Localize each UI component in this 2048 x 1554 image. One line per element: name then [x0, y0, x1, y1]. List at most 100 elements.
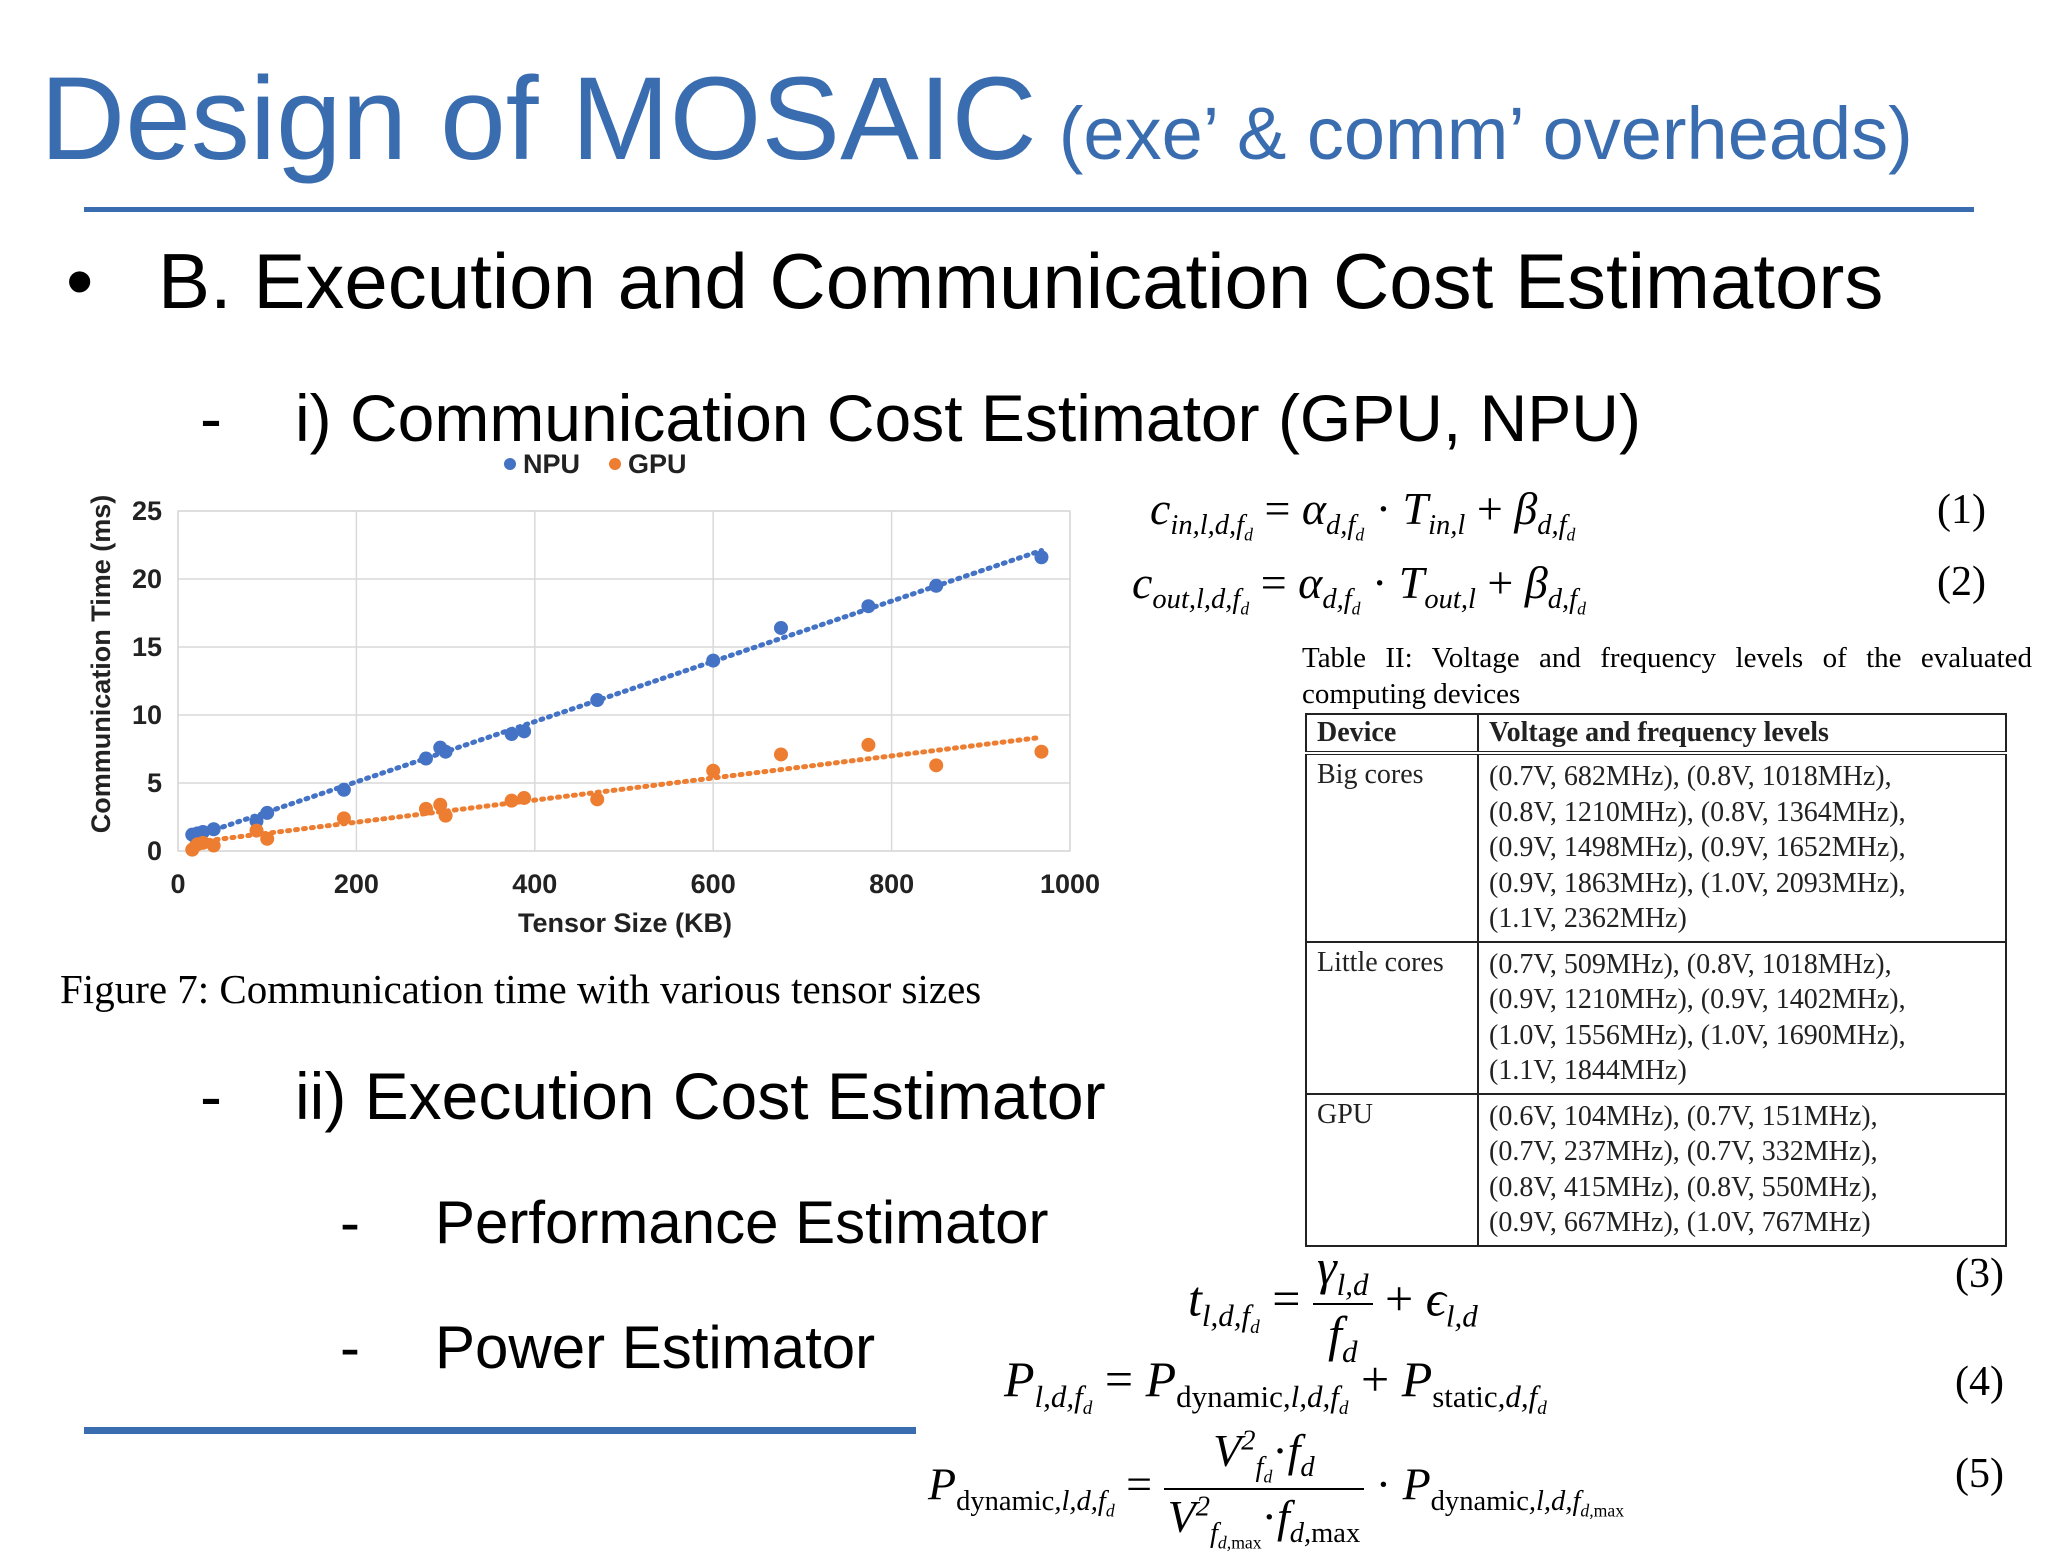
equation-1-number: (1): [1937, 487, 1986, 533]
chart-points: [185, 550, 1049, 857]
equation-4: Pl,d,fd = Pdynamic,l,d,fd + Pstatic,d,fd: [1004, 1351, 1547, 1420]
equation-3-number: (3): [1955, 1251, 2004, 1297]
y-tick-label: 10: [132, 700, 162, 730]
data-point-gpu: [336, 811, 351, 826]
figure-caption: Figure 7: Communication time with variou…: [60, 966, 982, 1012]
equation-4-number: (4): [1955, 1359, 2004, 1405]
level-line: (0.9V, 1863MHz), (1.0V, 2093MHz),: [1489, 867, 1906, 899]
voltage-frequency-table: Device Voltage and frequency levels Big …: [1305, 713, 2007, 1247]
level-line: (0.9V, 1210MHz), (0.9V, 1402MHz),: [1489, 984, 1906, 1015]
y-tick-label: 0: [147, 836, 162, 866]
table-cell-levels: (0.7V, 509MHz), (0.8V, 1018MHz), (0.9V, …: [1477, 940, 2007, 1095]
level-line: (1.0V, 1556MHz), (1.0V, 1690MHz),: [1489, 1019, 1906, 1051]
x-tick-label: 400: [512, 869, 557, 899]
level-line: (0.6V, 104MHz), (0.7V, 151MHz),: [1489, 1100, 1878, 1132]
dash-marker: -: [340, 1189, 360, 1256]
y-tick-label: 5: [147, 768, 162, 798]
subbullet-text: ii) Execution Cost Estimator: [295, 1059, 1106, 1133]
bottom-rule: [84, 1427, 916, 1434]
equation-1: cin,l,d,fd = αd,fd · Tin,l + βd,fd: [1150, 483, 1576, 545]
data-point-npu: [195, 824, 210, 839]
equation-5-number: (5): [1955, 1451, 2004, 1497]
chart-plot-frame: [177, 510, 1071, 852]
data-point-npu: [504, 727, 519, 742]
y-tick-label: 25: [132, 496, 162, 526]
data-point-gpu: [590, 792, 605, 807]
legend-label-npu: NPU: [523, 449, 580, 479]
chart-legend: NPU GPU: [504, 449, 687, 479]
dash-marker: -: [340, 1314, 360, 1381]
data-point-gpu: [1034, 744, 1049, 759]
legend-marker-gpu: [609, 458, 621, 470]
data-point-npu: [1034, 550, 1049, 565]
trendline-npu: [189, 547, 1044, 840]
slide-title-main: Design of MOSAIC: [40, 53, 1037, 185]
y-tick-label: 20: [132, 564, 162, 594]
legend-label-gpu: GPU: [628, 449, 687, 479]
subsubbullet-power: - Power Estimator: [340, 1313, 875, 1382]
data-point-npu: [336, 782, 351, 797]
level-line: (0.9V, 1498MHz), (0.9V, 1652MHz),: [1489, 832, 1906, 863]
dash-marker: -: [200, 381, 222, 455]
level-line: (1.1V, 2362MHz): [1489, 903, 1687, 934]
table-row: Little cores (0.7V, 509MHz), (0.8V, 1018…: [1305, 940, 2007, 1095]
level-line: (0.7V, 682MHz), (0.8V, 1018MHz),: [1489, 761, 1892, 792]
data-point-gpu: [249, 823, 264, 838]
table-cell-levels: (0.6V, 104MHz), (0.7V, 151MHz), (0.7V, 2…: [1477, 1092, 2007, 1247]
data-point-gpu: [861, 737, 876, 752]
level-line: (0.8V, 415MHz), (0.8V, 550MHz),: [1489, 1171, 1878, 1203]
subbullet-text: Performance Estimator: [435, 1189, 1049, 1256]
data-point-npu: [206, 822, 221, 837]
level-line: (0.7V, 237MHz), (0.7V, 332MHz),: [1489, 1136, 1878, 1167]
y-tick-label: 15: [132, 632, 162, 662]
data-point-npu: [517, 724, 532, 739]
data-point-gpu: [195, 835, 210, 850]
x-tick-label: 0: [170, 869, 185, 899]
table-cell-device: Little cores: [1305, 940, 1479, 1095]
slide-title: Design of MOSAIC (exe’ & comm’ overheads): [40, 60, 1913, 178]
data-point-gpu: [504, 793, 519, 808]
bullet-marker: •: [66, 237, 94, 325]
data-point-gpu: [773, 747, 788, 762]
data-point-npu: [861, 599, 876, 614]
data-point-gpu: [260, 831, 275, 846]
trendline-gpu: [189, 734, 1044, 846]
equation-2-number: (2): [1937, 559, 1986, 605]
x-tick-label: 1000: [1040, 869, 1100, 899]
communication-time-chart: 0 200 400 600 800 1000 0 5 10 15 20 25 NPU GPU Tenso…: [86, 449, 1100, 938]
legend-marker-npu: [504, 458, 516, 470]
equation-2: cout,l,d,fd = αd,fd · Tout,l + βd,fd: [1132, 557, 1586, 619]
table-header-levels: Voltage and frequency levels: [1477, 713, 2007, 755]
level-line: (1.1V, 1844MHz): [1489, 1055, 1687, 1086]
subbullet-exec-estimator: - ii) Execution Cost Estimator: [200, 1058, 1106, 1134]
data-point-gpu: [433, 797, 448, 812]
table-header-device: Device: [1305, 713, 1479, 755]
bullet-text: B. Execution and Communication Cost Esti…: [158, 237, 1884, 325]
bullet-main: • B. Execution and Communication Cost Est…: [66, 236, 1883, 327]
table-caption: Table II: Voltage and frequency levels o…: [1302, 642, 2032, 710]
table-cell-levels: (0.7V, 682MHz), (0.8V, 1018MHz), (0.8V, …: [1477, 752, 2007, 943]
subsubbullet-performance: - Performance Estimator: [340, 1188, 1049, 1257]
dash-marker: -: [200, 1059, 222, 1133]
data-point-gpu: [929, 758, 944, 773]
level-line: (0.8V, 1210MHz), (0.8V, 1364MHz),: [1489, 796, 1906, 828]
x-tick-label: 800: [869, 869, 914, 899]
chart-trendlines: [189, 547, 1044, 846]
data-point-npu: [773, 620, 788, 635]
data-point-gpu: [706, 763, 721, 778]
data-point-npu: [260, 805, 275, 820]
data-point-gpu: [438, 808, 453, 823]
data-point-npu: [929, 578, 944, 593]
equation-3: tl,d,fd = γl,d fd + ϵl,d: [1188, 1239, 1478, 1369]
data-point-npu: [418, 751, 433, 766]
level-line: (0.7V, 509MHz), (0.8V, 1018MHz),: [1489, 948, 1892, 980]
data-point-npu: [706, 653, 721, 668]
slide-title-sub: (exe’ & comm’ overheads): [1058, 92, 1913, 175]
table-header-row: Device Voltage and frequency levels: [1305, 713, 2007, 755]
table-cell-device: GPU: [1305, 1092, 1479, 1247]
data-point-gpu: [206, 838, 221, 853]
data-point-npu: [590, 693, 605, 708]
equation-5: Pdynamic,l,d,fd = V2fd·fd V2fd,max·fd,max…: [928, 1425, 1625, 1553]
title-underline: [84, 207, 1974, 212]
subbullet-text: Power Estimator: [435, 1314, 876, 1381]
